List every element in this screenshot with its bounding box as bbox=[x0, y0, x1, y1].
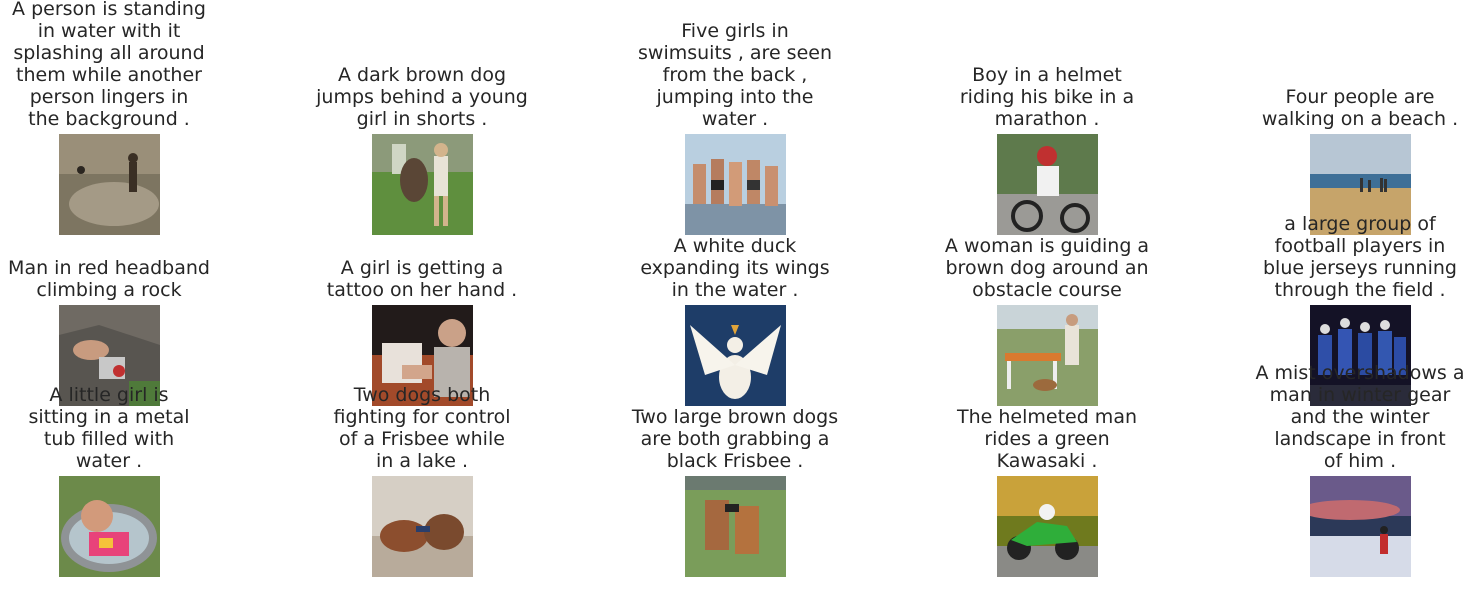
caption-line: and the winter bbox=[1290, 406, 1430, 428]
caption-line: jumps behind a young bbox=[316, 86, 528, 108]
caption-line: marathon . bbox=[994, 108, 1100, 130]
image-caption: Five girls in swimsuits , are seen from th… bbox=[615, 20, 855, 130]
caption-line: riding his bike in a bbox=[959, 86, 1135, 108]
winter-hiker-photo bbox=[1310, 476, 1411, 577]
caption-line: of him . bbox=[1323, 450, 1397, 472]
caption-line: splashing all around bbox=[13, 42, 205, 64]
football-players-photo bbox=[1310, 305, 1411, 406]
caption-line: obstacle course bbox=[972, 279, 1122, 301]
image-caption: A person is standing in water with it spla… bbox=[0, 0, 229, 130]
caption-line: black Frisbee . bbox=[666, 450, 804, 472]
caption-line: blue jerseys running bbox=[1263, 257, 1457, 279]
image-caption: A dark brown dog jumps behind a young girl… bbox=[302, 64, 542, 130]
caption-line: man in winter gear bbox=[1269, 384, 1451, 406]
caption-line: jumping into the bbox=[656, 86, 814, 108]
caption-line: person lingers in bbox=[29, 86, 189, 108]
caption-line: girl in shorts . bbox=[356, 108, 488, 130]
caption-line: A woman is guiding a bbox=[944, 235, 1150, 257]
tattoo-photo bbox=[372, 305, 473, 406]
image-caption: Man in red headband climbing a rock bbox=[0, 257, 229, 301]
caption-line: Two large brown dogs bbox=[631, 406, 839, 428]
caption-line: A dark brown dog bbox=[337, 64, 507, 86]
caption-line: tattoo on her hand . bbox=[326, 279, 518, 301]
green-motorcycle-photo bbox=[997, 476, 1098, 577]
dog-agility-photo bbox=[997, 305, 1098, 406]
caption-line: them while another bbox=[16, 64, 202, 86]
image-caption: A mist overshadows a man in winter gear an… bbox=[1240, 362, 1464, 472]
caption-line: the background . bbox=[28, 108, 190, 130]
caption-line: The helmeted man bbox=[956, 406, 1138, 428]
caption-line: sitting in a metal bbox=[28, 406, 190, 428]
caption-line: rides a green bbox=[984, 428, 1110, 450]
image-caption: Four people are walking on a beach . bbox=[1240, 86, 1464, 130]
caption-line: landscape in front bbox=[1274, 428, 1446, 450]
caption-line: football players in bbox=[1274, 235, 1446, 257]
splashing-person-photo bbox=[59, 134, 160, 235]
caption-line: through the field . bbox=[1274, 279, 1446, 301]
caption-line: of a Frisbee while bbox=[339, 428, 505, 450]
caption-line: are both grabbing a bbox=[640, 428, 830, 450]
caption-line: A girl is getting a bbox=[340, 257, 504, 279]
caption-line: walking on a beach . bbox=[1261, 108, 1459, 130]
dogs-frisbee-photo bbox=[685, 476, 786, 577]
caption-line: fighting for control bbox=[333, 406, 511, 428]
rock-climber-photo bbox=[59, 305, 160, 406]
caption-line: Five girls in bbox=[681, 20, 789, 42]
caption-line: A little girl is bbox=[49, 384, 169, 406]
image-caption: Boy in a helmet riding his bike in a marat… bbox=[927, 64, 1167, 130]
image-caption: A woman is guiding a brown dog around an o… bbox=[927, 235, 1167, 301]
dog-jumping-photo bbox=[372, 134, 473, 235]
image-caption: A girl is getting a tattoo on her hand . bbox=[302, 257, 542, 301]
girls-jumping-photo bbox=[685, 134, 786, 235]
image-caption: A white duck expanding its wings in the wa… bbox=[615, 235, 855, 301]
caption-line: Four people are bbox=[1285, 86, 1435, 108]
caption-line: swimsuits , are seen bbox=[638, 42, 832, 64]
caption-line: in a lake . bbox=[375, 450, 469, 472]
image-caption: The helmeted man rides a green Kawasaki . bbox=[927, 406, 1167, 472]
image-caption: Two dogs both fighting for control of a Fr… bbox=[302, 384, 542, 472]
caption-line: climbing a rock bbox=[36, 279, 182, 301]
white-duck-photo bbox=[685, 305, 786, 406]
caption-line: water . bbox=[75, 450, 143, 472]
caption-line: Boy in a helmet bbox=[972, 64, 1122, 86]
caption-line: A white duck bbox=[673, 235, 797, 257]
caption-line: expanding its wings bbox=[640, 257, 830, 279]
beach-walk-photo bbox=[1310, 134, 1411, 235]
cyclist-photo bbox=[997, 134, 1098, 235]
caption-line: tub filled with bbox=[43, 428, 175, 450]
caption-line: water . bbox=[701, 108, 769, 130]
dogs-in-lake-photo bbox=[372, 476, 473, 577]
girl-in-tub-photo bbox=[59, 476, 160, 577]
caption-line: Man in red headband bbox=[8, 257, 210, 279]
caption-line: A mist overshadows a bbox=[1255, 362, 1464, 384]
image-caption: a large group of football players in blue … bbox=[1240, 213, 1464, 301]
caption-line: from the back , bbox=[662, 64, 808, 86]
caption-line: Two dogs both bbox=[353, 384, 491, 406]
caption-line: A person is standing bbox=[12, 0, 206, 20]
caption-line: a large group of bbox=[1284, 213, 1436, 235]
caption-line: brown dog around an bbox=[945, 257, 1149, 279]
image-caption: A little girl is sitting in a metal tub fi… bbox=[0, 384, 229, 472]
caption-line: in the water . bbox=[671, 279, 799, 301]
caption-line: in water with it bbox=[37, 20, 181, 42]
caption-line: Kawasaki . bbox=[996, 450, 1098, 472]
